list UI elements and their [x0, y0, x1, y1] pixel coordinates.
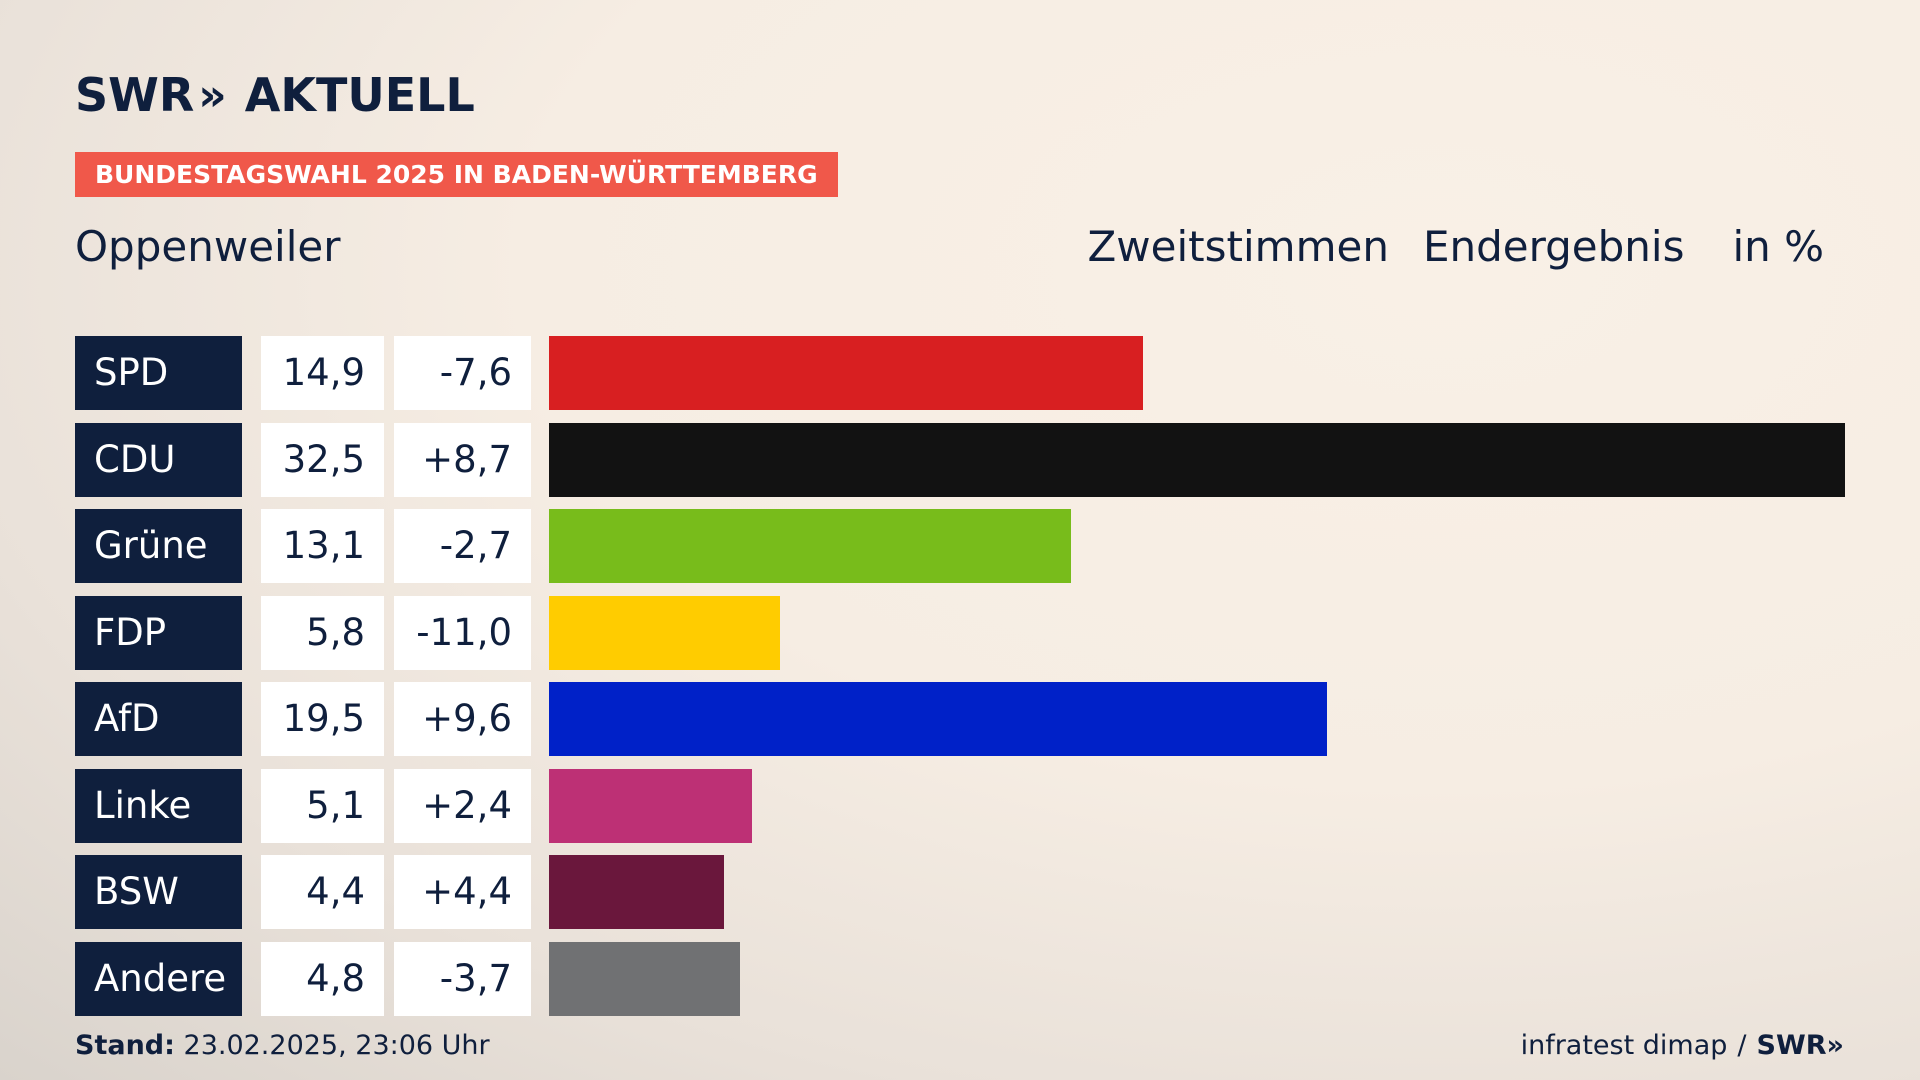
result-bar	[549, 595, 781, 670]
vote-change-value: -3,7	[394, 941, 531, 1016]
vote-share-value: 13,1	[261, 509, 384, 583]
party-label: AfD	[75, 682, 242, 756]
party-label: Andere	[75, 941, 242, 1016]
vote-change-value: +2,4	[394, 768, 531, 843]
logo-brand: SWR	[75, 68, 195, 122]
result-bar	[549, 768, 753, 843]
result-bar	[549, 336, 1144, 410]
vote-share-value: 14,9	[261, 336, 384, 410]
vote-change-value: -7,6	[394, 336, 531, 410]
result-bar	[549, 682, 1327, 756]
party-label: Grüne	[75, 509, 242, 583]
party-label: BSW	[75, 855, 242, 929]
chart-header: Zweitstimmen Endergebnis in %	[1088, 222, 1824, 271]
vote-change-value: -2,7	[394, 509, 531, 583]
result-row: Andere 4,8 -3,7	[75, 941, 1850, 1016]
timestamp: Stand: 23.02.2025, 23:06 Uhr	[75, 1030, 490, 1061]
stand-label: Stand:	[75, 1030, 175, 1061]
result-bar	[549, 855, 725, 929]
vote-share-value: 5,8	[261, 595, 384, 670]
party-label: FDP	[75, 595, 242, 670]
source-chevron-icon: »	[1826, 1030, 1844, 1061]
result-row: SPD 14,9 -7,6	[75, 336, 1850, 410]
result-bar	[549, 941, 741, 1016]
vote-change-value: +9,6	[394, 682, 531, 756]
stand-value: 23.02.2025, 23:06 Uhr	[183, 1030, 490, 1061]
vote-share-value: 32,5	[261, 422, 384, 497]
source-brand: SWR	[1756, 1030, 1827, 1061]
vote-type-label: Zweitstimmen	[1087, 222, 1389, 271]
result-bar	[549, 422, 1845, 497]
swr-aktuell-logo: SWR » AKTUELL	[75, 68, 475, 122]
result-row: FDP 5,8 -11,0	[75, 595, 1850, 670]
vote-change-value: +4,4	[394, 855, 531, 929]
result-row: AfD 19,5 +9,6	[75, 682, 1850, 756]
party-label: CDU	[75, 422, 242, 497]
vote-share-value: 4,8	[261, 941, 384, 1016]
result-row: Grüne 13,1 -2,7	[75, 509, 1850, 583]
result-status-label: Endergebnis	[1422, 222, 1685, 271]
party-label: SPD	[75, 336, 242, 410]
result-row: CDU 32,5 +8,7	[75, 422, 1850, 497]
result-bar	[549, 509, 1072, 583]
vote-share-value: 19,5	[261, 682, 384, 756]
logo-chevron-icon: »	[198, 69, 227, 121]
location-title: Oppenweiler	[75, 222, 341, 271]
result-row: BSW 4,4 +4,4	[75, 855, 1850, 929]
vote-change-value: +8,7	[394, 422, 531, 497]
election-banner: BUNDESTAGSWAHL 2025 IN BADEN-WÜRTTEMBERG	[75, 152, 838, 197]
source-name: infratest dimap	[1520, 1030, 1728, 1061]
result-row: Linke 5,1 +2,4	[75, 768, 1850, 843]
vote-share-value: 5,1	[261, 768, 384, 843]
source-credit: infratest dimap / SWR »	[1521, 1030, 1844, 1061]
logo-product: AKTUELL	[244, 68, 475, 122]
vote-change-value: -11,0	[394, 595, 531, 670]
source-separator: /	[1737, 1030, 1747, 1061]
party-label: Linke	[75, 768, 242, 843]
unit-label: in %	[1732, 222, 1824, 271]
vote-share-value: 4,4	[261, 855, 384, 929]
